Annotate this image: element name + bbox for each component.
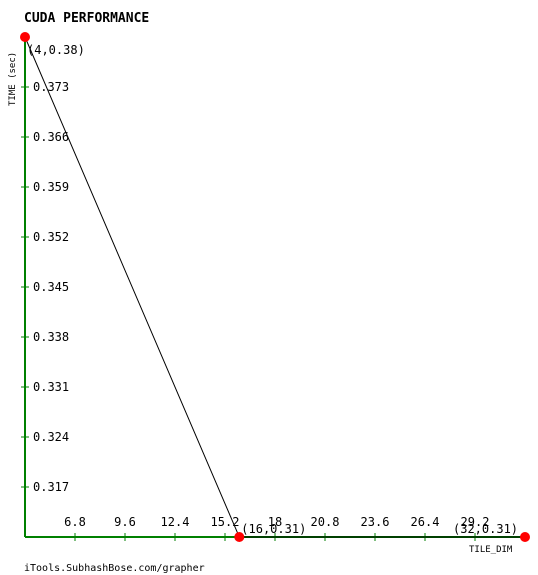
y-tick-label: 0.345: [33, 280, 69, 294]
data-series: (4,0.38) (16,0.31) (32,0.31): [20, 32, 530, 542]
x-tick-label: 23.6: [361, 515, 390, 529]
footer-credit: iTools.SubhashBose.com/grapher: [24, 563, 205, 574]
y-tick-label: 0.317: [33, 480, 69, 494]
data-point-label: (32,0.31): [453, 522, 518, 536]
data-point: [234, 532, 245, 542]
chart-title: CUDA PERFORMANCE: [24, 11, 149, 26]
y-tick-label: 0.331: [33, 380, 69, 394]
x-tick-label: 12.4: [161, 515, 190, 529]
y-tick-label: 0.366: [33, 130, 69, 144]
x-tick-label: 18: [268, 515, 282, 529]
series-line: [24, 36, 525, 538]
data-point: [520, 532, 530, 542]
y-tick-label: 0.338: [33, 330, 69, 344]
ticks: 0.373 0.366 0.359 0.352 0.345 0.338 0.331 0.324…: [21, 80, 489, 541]
x-tick-label: 15.2: [211, 515, 240, 529]
data-point-label: (4,0.38): [27, 43, 85, 57]
axes: [24, 37, 525, 538]
y-axis-title: TIME (sec): [8, 52, 18, 106]
y-tick-label: 0.373: [33, 80, 69, 94]
x-tick-label: 6.8: [64, 515, 86, 529]
y-tick-label: 0.359: [33, 180, 69, 194]
x-axis-title: TILE_DIM: [469, 545, 513, 555]
data-point-label: (16,0.31): [241, 522, 306, 536]
x-tick-label: 9.6: [114, 515, 136, 529]
y-tick-label: 0.324: [33, 430, 69, 444]
x-tick-label: 20.8: [311, 515, 340, 529]
data-point: [20, 32, 30, 42]
x-tick-label: 29.2: [461, 515, 490, 529]
x-tick-label: 26.4: [411, 515, 440, 529]
y-tick-label: 0.352: [33, 230, 69, 244]
